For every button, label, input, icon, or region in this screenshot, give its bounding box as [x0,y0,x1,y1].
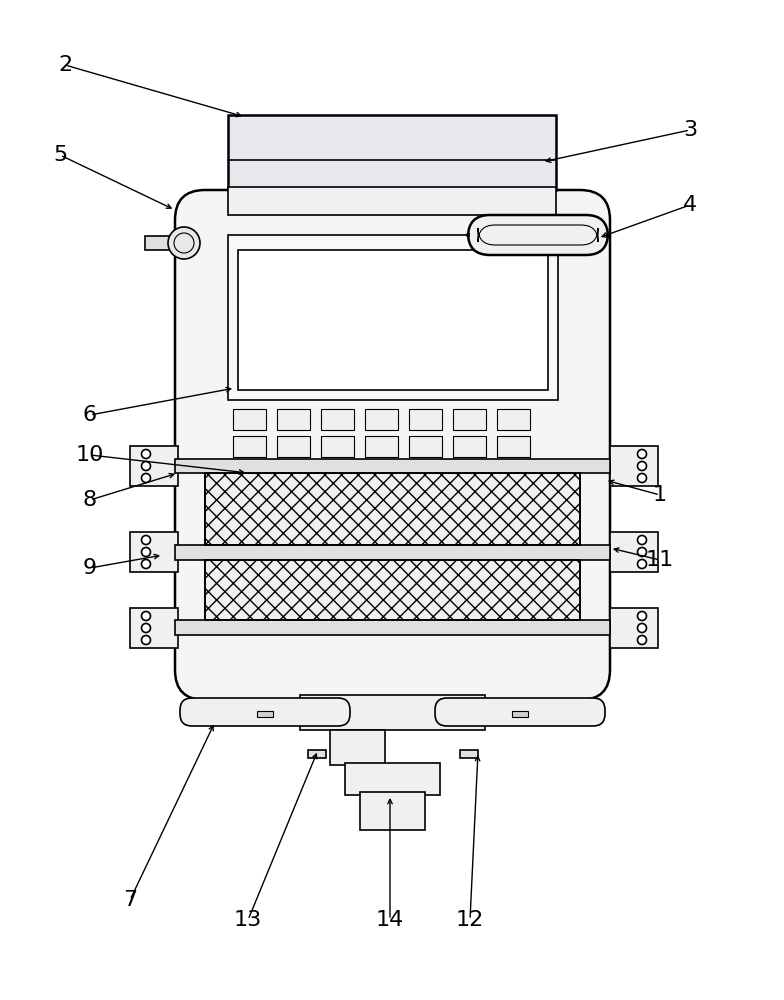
Circle shape [141,624,151,633]
Text: 12: 12 [456,910,485,930]
Text: 3: 3 [683,120,697,140]
Bar [205,473,580,545]
Bar [130,446,178,486]
FancyBboxPatch shape [180,698,350,726]
Bar [233,409,266,430]
Bar [228,235,558,400]
Bar [205,560,580,620]
Circle shape [141,462,151,471]
Text: 13: 13 [234,910,262,930]
Text: 1: 1 [653,485,667,505]
Bar [330,730,385,765]
Circle shape [637,450,647,458]
Circle shape [637,474,647,483]
Bar [345,763,440,795]
FancyBboxPatch shape [435,698,605,726]
Bar [233,436,266,457]
Bar [277,436,310,457]
Circle shape [637,611,647,620]
Bar [321,409,354,430]
Bar [409,409,442,430]
Bar [175,459,610,473]
Bar [453,436,486,457]
Bar [228,187,556,215]
Text: 6: 6 [83,405,97,425]
Circle shape [141,474,151,483]
Text: 5: 5 [53,145,67,165]
Bar [365,436,398,457]
Bar [308,750,326,758]
Circle shape [637,536,647,544]
Bar [205,473,580,545]
Circle shape [141,611,151,620]
Text: 11: 11 [646,550,674,570]
Bar [277,409,310,430]
FancyBboxPatch shape [175,190,610,700]
Text: 4: 4 [683,195,697,215]
Circle shape [637,548,647,556]
Bar [409,436,442,457]
Bar [512,711,528,717]
Text: 10: 10 [76,445,104,465]
Bar [175,545,610,560]
FancyBboxPatch shape [468,215,608,255]
Bar [257,711,273,717]
Bar [365,409,398,430]
Bar [610,532,658,572]
Circle shape [141,560,151,568]
Circle shape [168,227,200,259]
Bar [130,532,178,572]
Text: 8: 8 [83,490,97,510]
Circle shape [637,462,647,471]
Bar [453,409,486,430]
Circle shape [637,636,647,645]
Bar [460,750,478,758]
Circle shape [141,548,151,556]
Bar [360,792,425,830]
Bar [497,409,530,430]
Text: 14: 14 [376,910,404,930]
Bar [145,236,185,250]
Bar [130,608,178,648]
Bar [610,608,658,648]
Bar [175,620,610,635]
Text: 2: 2 [58,55,72,75]
Circle shape [637,624,647,633]
Bar [300,695,485,730]
Circle shape [637,560,647,568]
Bar [205,560,580,620]
Text: 9: 9 [83,558,97,578]
Bar [497,436,530,457]
Bar [321,436,354,457]
Text: 7: 7 [123,890,137,910]
Bar [610,446,658,486]
Circle shape [141,450,151,458]
Circle shape [141,536,151,544]
Circle shape [141,636,151,645]
Bar [228,115,556,190]
Bar [238,250,548,390]
